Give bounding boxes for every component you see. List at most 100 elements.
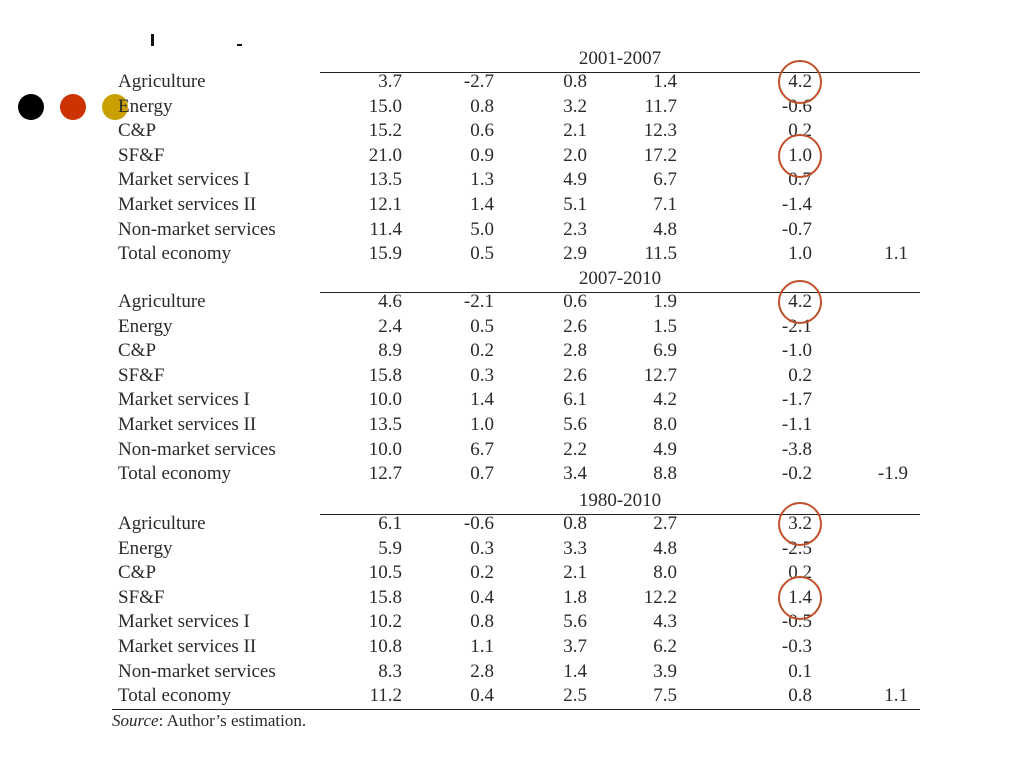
table-cell: 1.4 bbox=[563, 660, 587, 682]
row-label: Market services II bbox=[118, 194, 257, 215]
row-label: Non-market services bbox=[118, 438, 276, 460]
table-cell: 0.3 bbox=[470, 537, 494, 559]
table-cell: -0.3 bbox=[781, 636, 812, 657]
table-cell: 6.1 bbox=[378, 513, 402, 534]
table-cell: 1.1 bbox=[884, 685, 908, 707]
panel-rule bbox=[320, 72, 920, 73]
row-label: Market services II bbox=[118, 636, 257, 657]
table-row: Non-market services 11.4 5.0 2.3 4.8 -0.7 bbox=[118, 218, 918, 242]
table-cell: 4.8 bbox=[653, 218, 677, 240]
table-cell: 0.7 bbox=[470, 463, 494, 485]
table-cell: -1.4 bbox=[781, 194, 812, 215]
table-cell: -2.1 bbox=[463, 291, 494, 312]
table-row: C&P 8.9 0.2 2.8 6.9 -1.0 bbox=[118, 339, 918, 363]
table-cell: 0.8 bbox=[563, 71, 587, 92]
table-cell: 4.6 bbox=[378, 291, 402, 312]
bullet-dot bbox=[18, 94, 44, 120]
source-text: : Author’s estimation. bbox=[158, 711, 307, 730]
table-cell: 2.7 bbox=[653, 513, 677, 534]
table-cell: 0.1 bbox=[788, 660, 812, 682]
table-cell: 3.3 bbox=[563, 537, 587, 559]
highlight-circle bbox=[778, 60, 822, 104]
clipped-title-fragment bbox=[237, 44, 242, 46]
table-cell: 5.0 bbox=[470, 218, 494, 240]
table-cell: 1.0 bbox=[788, 243, 812, 265]
table-row: Total economy 15.9 0.5 2.9 11.5 1.0 1.1 bbox=[118, 242, 918, 266]
table-cell: 2.6 bbox=[563, 315, 587, 337]
table-cell: 0.2 bbox=[470, 340, 494, 362]
table-cell: 0.8 bbox=[470, 95, 494, 117]
table-row: Total economy 12.7 0.7 3.4 8.8 -0.2 -1.9 bbox=[118, 462, 918, 486]
row-label: SF&F bbox=[118, 586, 165, 608]
row-label: Non-market services bbox=[118, 660, 276, 682]
table-cell: 3.4 bbox=[563, 463, 587, 485]
clipped-title-fragment bbox=[151, 34, 154, 46]
table-cell: 4.9 bbox=[563, 169, 587, 191]
table-cell: 2.1 bbox=[563, 562, 587, 584]
table-cell: -0.2 bbox=[781, 463, 812, 485]
table-row: Market services I 10.0 1.4 6.1 4.2 -1.7 bbox=[118, 388, 918, 412]
table-row: Non-market services 10.0 6.7 2.2 4.9 -3.8 bbox=[118, 438, 918, 462]
panel-period-heading: 1980-2010 bbox=[578, 490, 662, 511]
table-cell: 10.0 bbox=[368, 438, 402, 460]
table-cell: 2.5 bbox=[563, 685, 587, 707]
panel-period-heading: 2007-2010 bbox=[578, 268, 662, 289]
table-cell: 12.2 bbox=[643, 586, 677, 608]
table-cell: 3.2 bbox=[563, 95, 587, 117]
row-label: Market services II bbox=[118, 414, 257, 435]
table-cell: 0.5 bbox=[470, 315, 494, 337]
row-label: Market services I bbox=[118, 169, 250, 191]
table-cell: 12.7 bbox=[643, 364, 677, 386]
table-row: Non-market services 8.3 2.8 1.4 3.9 0.1 bbox=[118, 660, 918, 684]
row-label: Market services I bbox=[118, 389, 250, 411]
table-row: Agriculture 3.7 -2.7 0.8 1.4 4.2 bbox=[118, 70, 918, 94]
table-cell: 11.2 bbox=[369, 685, 402, 707]
table-cell: 1.1 bbox=[470, 636, 494, 657]
table-cell: -1.1 bbox=[781, 414, 812, 435]
table-cell: 6.7 bbox=[653, 169, 677, 191]
table-cell: 15.9 bbox=[368, 243, 402, 265]
table-cell: 7.5 bbox=[653, 685, 677, 707]
table-cell: 6.7 bbox=[470, 438, 494, 460]
table-cell: -0.7 bbox=[781, 218, 812, 240]
table-cell: 13.5 bbox=[368, 414, 402, 435]
row-label: Non-market services bbox=[118, 218, 276, 240]
table-cell: 1.4 bbox=[470, 389, 494, 411]
bullet-dot bbox=[60, 94, 86, 120]
table-cell: -2.7 bbox=[463, 71, 494, 92]
table-cell: 11.5 bbox=[644, 243, 677, 265]
table-cell: 7.1 bbox=[653, 194, 677, 215]
highlight-circle bbox=[778, 133, 822, 178]
table-cell: 0.6 bbox=[470, 120, 494, 142]
table-cell: 17.2 bbox=[643, 144, 677, 166]
table-cell: 8.8 bbox=[653, 463, 677, 485]
table-cell: 1.0 bbox=[470, 414, 494, 435]
table-cell: 4.3 bbox=[653, 611, 677, 633]
table-cell: 0.2 bbox=[788, 364, 812, 386]
row-label: SF&F bbox=[118, 364, 165, 386]
row-label: Agriculture bbox=[118, 71, 206, 92]
table-cell: 12.3 bbox=[643, 120, 677, 142]
table-cell: 15.8 bbox=[368, 364, 402, 386]
table-cell: 15.0 bbox=[368, 95, 402, 117]
table-cell: -1.9 bbox=[877, 463, 908, 485]
table-cell: 0.9 bbox=[470, 144, 494, 166]
table-cell: 1.8 bbox=[563, 586, 587, 608]
table-cell: 0.3 bbox=[470, 364, 494, 386]
table-cell: 4.2 bbox=[653, 389, 677, 411]
table-bottom-rule bbox=[112, 709, 920, 710]
table-cell: 2.0 bbox=[563, 144, 587, 166]
table-cell: 10.2 bbox=[368, 611, 402, 633]
table-cell: 13.5 bbox=[368, 169, 402, 191]
table-cell: -3.8 bbox=[781, 438, 812, 460]
table-row: Total economy 11.2 0.4 2.5 7.5 0.8 1.1 bbox=[118, 684, 918, 708]
table-cell: 1.4 bbox=[653, 71, 677, 92]
table-cell: 6.1 bbox=[563, 389, 587, 411]
table-cell: 15.2 bbox=[368, 120, 402, 142]
table-cell: 4.8 bbox=[653, 537, 677, 559]
table-cell: 2.6 bbox=[563, 364, 587, 386]
table-cell: 1.9 bbox=[653, 291, 677, 312]
table-cell: 2.9 bbox=[563, 243, 587, 265]
table-cell: 2.8 bbox=[563, 340, 587, 362]
